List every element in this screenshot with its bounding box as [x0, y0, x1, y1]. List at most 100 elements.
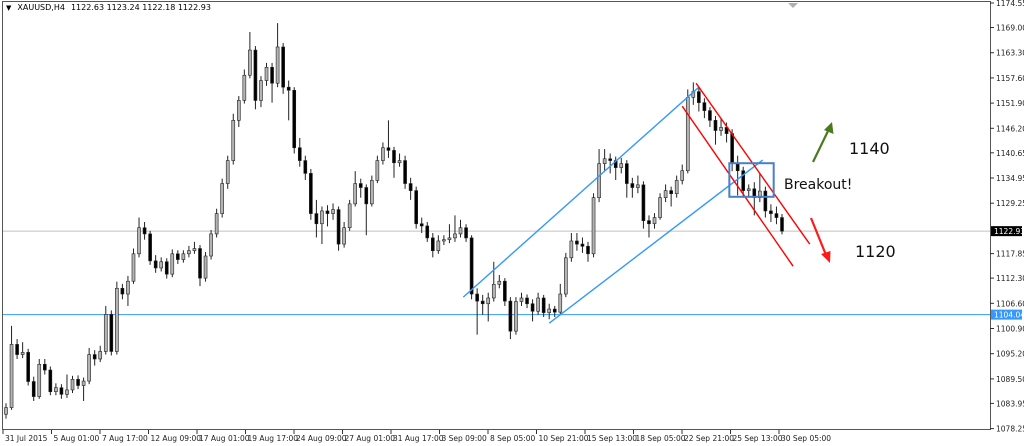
price-tick-label: 1117.85: [996, 250, 1024, 259]
candle-bullish: [486, 292, 491, 322]
candle-bearish: [647, 215, 651, 238]
candle-body: [469, 237, 474, 295]
candle-body: [331, 209, 335, 214]
candle-bearish: [325, 205, 330, 227]
candle-bullish: [237, 96, 241, 127]
candle-bullish: [209, 229, 213, 260]
candle-bullish: [170, 249, 175, 278]
candle-bearish: [358, 178, 363, 198]
candle-body: [458, 227, 463, 235]
candle-body: [569, 240, 574, 259]
breakout-box[interactable]: [728, 162, 775, 198]
candle-bearish: [480, 294, 485, 315]
candle-body: [198, 248, 202, 279]
candle-bearish: [414, 186, 418, 229]
price-tick-label: 1112.30: [996, 274, 1024, 283]
candle-body: [547, 308, 552, 313]
candle-body: [586, 245, 590, 255]
candle-body: [4, 407, 8, 415]
channel-up-lower-trendline[interactable]: [548, 159, 764, 324]
time-tick-label: 12 Aug 09:00: [151, 434, 202, 443]
candle-bullish: [181, 250, 186, 263]
candle-bearish: [31, 376, 36, 401]
candle-body: [26, 352, 30, 382]
triangle-down-icon[interactable]: ▼: [6, 3, 12, 12]
candle-body: [187, 250, 191, 255]
channel-up-upper-trendline[interactable]: [462, 86, 700, 298]
candle-bearish: [26, 348, 30, 386]
candle-body: [669, 190, 673, 195]
candle-bearish: [580, 237, 585, 253]
candle-body: [54, 387, 58, 392]
candle-bullish: [9, 325, 14, 410]
channel-down-lower-trendline[interactable]: [681, 105, 794, 267]
candle-bullish: [231, 113, 236, 165]
candle-bullish: [242, 69, 247, 104]
candle-bullish: [137, 217, 141, 258]
candle-body: [386, 147, 391, 151]
candle-bullish: [564, 252, 568, 298]
candle-body: [491, 284, 496, 299]
candle-bullish: [70, 375, 75, 394]
candle-bullish: [569, 233, 574, 262]
candle-bearish: [430, 233, 435, 258]
candle-bullish: [81, 377, 86, 401]
candle-bearish: [386, 120, 391, 158]
candle-bearish: [336, 206, 341, 251]
down-target-label: 1120: [855, 242, 896, 261]
candle-bullish: [591, 193, 596, 258]
candle-body: [170, 253, 175, 275]
candle-body: [580, 243, 585, 247]
candle-body: [741, 170, 746, 191]
time-tick-label: 18 Sep 05:00: [636, 434, 686, 443]
candle-bearish: [297, 138, 302, 167]
candle-bearish: [763, 186, 768, 218]
candle-bearish: [164, 258, 169, 279]
candle-body: [297, 147, 302, 161]
candle-body: [658, 197, 662, 218]
candle-bullish: [275, 23, 280, 88]
candle-bullish: [447, 224, 452, 244]
candle-bearish: [586, 241, 590, 262]
candle-bearish: [475, 288, 479, 335]
candle-body: [746, 188, 751, 191]
candle-body: [358, 183, 363, 188]
candle-body: [142, 227, 147, 235]
current-price-label: 1122.93: [994, 227, 1024, 236]
candle-body: [475, 293, 479, 302]
candle-body: [59, 387, 64, 395]
candle-bearish: [148, 230, 152, 265]
candle-bearish: [109, 310, 114, 356]
candle-bullish: [225, 155, 230, 189]
candle-body: [436, 240, 441, 252]
candle-bearish: [641, 181, 646, 229]
candle-bearish: [469, 235, 474, 300]
price-tick-label: 1157.60: [996, 74, 1024, 83]
candle-body: [214, 213, 219, 235]
candle-bearish: [364, 184, 369, 236]
candle-bearish: [270, 62, 274, 103]
chart-shift-marker-icon[interactable]: [788, 3, 798, 8]
candle-bullish: [636, 175, 640, 194]
price-tick-label: 1078.25: [996, 425, 1024, 434]
candle-bearish: [530, 299, 535, 322]
price-tick-label: 1129.25: [996, 199, 1024, 208]
time-tick-label: 24 Aug 09:00: [296, 434, 347, 443]
candle-body: [769, 210, 773, 214]
candle-body: [9, 344, 14, 408]
time-tick-label: 8 Sep 05:00: [490, 434, 536, 443]
candle-body: [92, 354, 97, 360]
candle-body: [320, 210, 324, 225]
candle-bearish: [292, 87, 297, 154]
price-tick-label: 1095.20: [996, 350, 1024, 359]
price-tick-label: 1134.95: [996, 174, 1024, 183]
candle-bearish: [408, 177, 413, 200]
candle-body: [15, 344, 19, 355]
candle-bullish: [658, 193, 662, 220]
candle-body: [176, 253, 180, 260]
candle-body: [153, 260, 158, 269]
candle-body: [115, 287, 119, 352]
candle-bullish: [719, 118, 723, 136]
candle-bullish: [746, 184, 751, 198]
